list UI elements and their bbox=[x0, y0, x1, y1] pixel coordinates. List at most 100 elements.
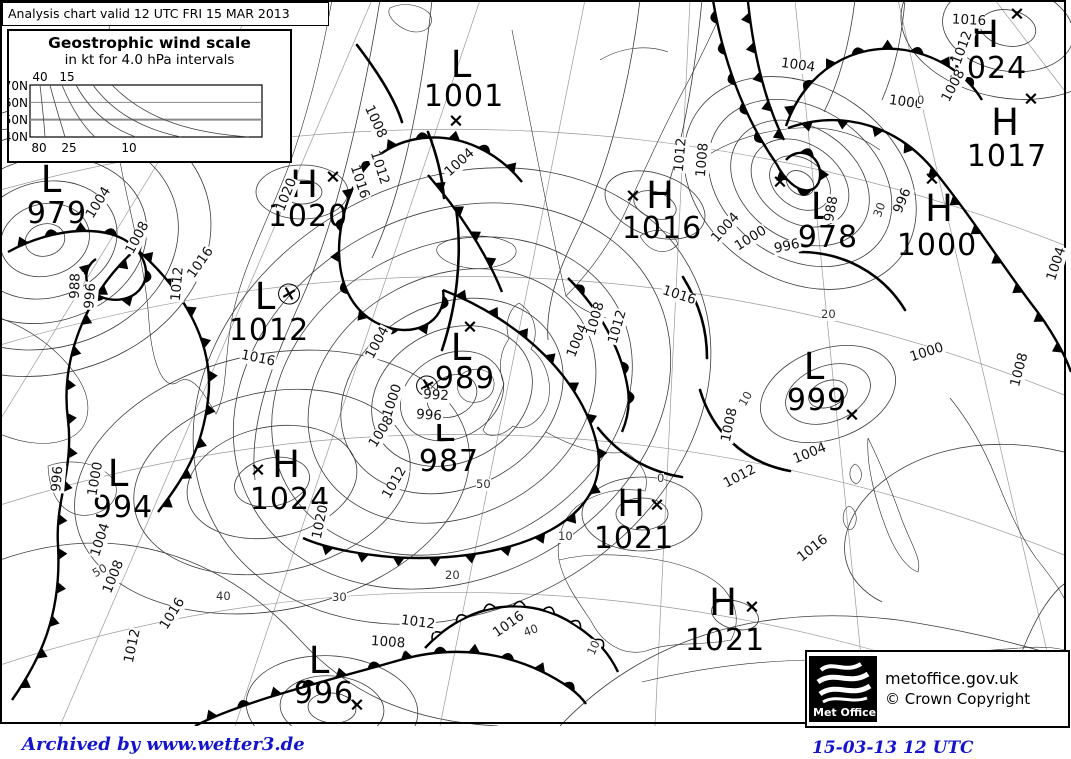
scale-value-top-40: 40 bbox=[32, 70, 47, 84]
isobar-label: 1012 bbox=[378, 463, 410, 503]
pressure-center-letter: H bbox=[991, 101, 1019, 145]
wind-scale-title: Geostrophic wind scale bbox=[48, 34, 251, 52]
isobar-label: 992 bbox=[421, 386, 451, 405]
pressure-center-value: 1021 bbox=[593, 521, 675, 556]
map-border bbox=[0, 0, 1066, 724]
archive-credit: Archived by www.wetter3.de bbox=[22, 734, 305, 755]
pressure-center-mark: × bbox=[924, 167, 940, 190]
scale-value-bottom-10: 10 bbox=[121, 141, 136, 155]
pressure-center-mark: × bbox=[625, 184, 641, 207]
isobar-label: 1012 bbox=[366, 148, 393, 188]
metoffice-branding-box: Met Office metoffice.gov.uk © Crown Copy… bbox=[805, 650, 1070, 728]
metoffice-logo-text: Met Office bbox=[813, 706, 877, 719]
isobar-label: 1016 bbox=[156, 594, 189, 633]
pressure-center-value: 1001 bbox=[423, 79, 505, 114]
pressure-center-letter: L bbox=[450, 43, 472, 87]
isobar-label: 1012 bbox=[167, 265, 187, 303]
pressure-center-value: 979 bbox=[26, 196, 88, 231]
isobar-label: 1008 bbox=[99, 557, 128, 597]
graticule-lines bbox=[0, 0, 1065, 726]
isobar-label: 996 bbox=[890, 185, 915, 217]
isobar-label: 1008 bbox=[582, 299, 608, 339]
grid-coordinate-label: 30 bbox=[870, 200, 889, 220]
wind-scale-box: Geostrophic wind scale in kt for 4.0 hPa… bbox=[7, 29, 292, 163]
isobar-label: 1016 bbox=[346, 162, 373, 202]
front-symbols bbox=[17, 9, 1063, 721]
pressure-center-mark: × bbox=[649, 493, 665, 516]
scale-value-top-15: 15 bbox=[59, 70, 74, 84]
chart-title: Analysis chart valid 12 UTC FRI 15 MAR 2… bbox=[8, 6, 290, 21]
grid-coordinate-label: 0 bbox=[917, 93, 925, 107]
lat-label-60n: 60N bbox=[9, 96, 28, 110]
pressure-center-mark: × bbox=[772, 170, 788, 193]
isobar-label: 1016 bbox=[950, 11, 988, 30]
pressure-center-letter: H bbox=[272, 443, 300, 487]
isobar-label: 1008 bbox=[938, 66, 969, 106]
pressure-center-mark: × bbox=[1023, 87, 1039, 110]
isobar-label: 1008 bbox=[361, 102, 391, 142]
map-labels: L 979 H 1020 × L 1001 × H 1016 × L 978 × H 1024 × H 1017 × H… bbox=[26, 2, 1069, 716]
pressure-center-mark: × bbox=[349, 693, 365, 716]
isobar-label: 1016 bbox=[183, 243, 217, 282]
scale-value-bottom-80: 80 bbox=[31, 141, 46, 155]
pressure-center-value: 999 bbox=[786, 383, 848, 418]
map-canvas bbox=[0, 0, 1071, 726]
pressure-center-letter: L bbox=[308, 639, 330, 683]
isobar-label: 1016 bbox=[659, 282, 699, 309]
isobar-label: 1012 bbox=[399, 611, 437, 633]
grid-coordinate-label: 20 bbox=[821, 307, 836, 321]
metoffice-waves-icon bbox=[816, 662, 872, 704]
wind-scale-diagram: 70N 60N 50N 40N 40 15 80 25 10 bbox=[9, 70, 263, 155]
isobar-label: 1008 bbox=[122, 218, 153, 258]
grid-coordinate-label: 10 bbox=[735, 388, 756, 409]
grid-coordinate-label: 30 bbox=[332, 590, 347, 604]
isobar-label: 1008 bbox=[1007, 350, 1032, 390]
isobar-label: 1016 bbox=[794, 531, 832, 566]
weather-fronts bbox=[7, 0, 1071, 726]
grid-coordinate-label: 40 bbox=[521, 621, 541, 640]
pressure-center-letter: L bbox=[40, 158, 62, 202]
pressure-center-mark: × bbox=[448, 109, 464, 132]
pressure-center-mark: × bbox=[844, 403, 860, 426]
isobar-label: 1004 bbox=[82, 183, 115, 222]
isobar-label: 1012 bbox=[670, 136, 690, 174]
grid-coordinate-label: 10 bbox=[583, 638, 603, 658]
lat-label-40n: 40N bbox=[9, 130, 28, 144]
metoffice-url: metoffice.gov.uk bbox=[885, 668, 1019, 688]
isobar-label: 1004 bbox=[87, 520, 114, 560]
grid-coordinate-label: 20 bbox=[445, 568, 460, 582]
chart-datetime: 15-03-13 12 UTC bbox=[812, 738, 974, 758]
grid-coordinate-label: 50 bbox=[476, 477, 491, 491]
wind-scale-subtitle: in kt for 4.0 hPa intervals bbox=[64, 52, 235, 68]
isobar-label: 1012 bbox=[120, 626, 144, 666]
isobar-label: 1012 bbox=[604, 307, 630, 347]
pressure-center-letter: L bbox=[254, 275, 276, 319]
pressure-center-value: 978 bbox=[797, 220, 859, 255]
pressure-center-letter: H bbox=[709, 581, 737, 625]
isobar-label: 1004 bbox=[362, 323, 393, 363]
pressure-center-mark: × bbox=[325, 165, 341, 188]
isobar-label: 1004 bbox=[790, 439, 830, 468]
pressure-center-value: 1016 bbox=[621, 211, 703, 246]
chart-title-box: Analysis chart valid 12 UTC FRI 15 MAR 2… bbox=[2, 2, 329, 26]
pressure-center-mark: × bbox=[1009, 2, 1025, 25]
isobar-label: 996 bbox=[48, 464, 67, 494]
pressure-center-letter: L bbox=[803, 345, 825, 389]
grid-coordinate-label: 0 bbox=[657, 471, 665, 485]
pressure-center-letter: H bbox=[925, 187, 953, 231]
pressure-center-mark: × bbox=[250, 458, 266, 481]
pressure-center-mark: × bbox=[744, 595, 760, 618]
isobar-label: 1000 bbox=[907, 339, 947, 366]
pressure-center-letter: L bbox=[107, 452, 129, 496]
pressure-center-mark: × bbox=[275, 281, 303, 307]
isobar-label: 1008 bbox=[365, 412, 398, 451]
isobar-label: 1008 bbox=[717, 405, 741, 445]
isobar-label: 1008 bbox=[692, 141, 712, 179]
isobar-label: 1012 bbox=[720, 461, 760, 492]
isobar-label: 1020 bbox=[308, 502, 332, 542]
pressure-center-value: 996 bbox=[293, 676, 355, 711]
lat-label-50n: 50N bbox=[9, 113, 28, 127]
pressure-center-letter: H bbox=[617, 482, 645, 526]
isobar-label: 996 bbox=[414, 406, 444, 425]
